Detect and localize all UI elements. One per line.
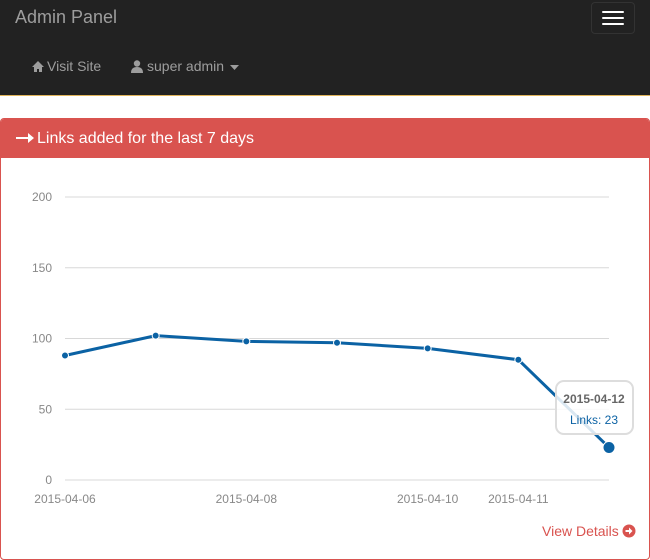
y-tick-label: 50 [39, 402, 53, 416]
home-icon [32, 61, 44, 72]
caret [230, 65, 239, 70]
y-tick-label: 200 [32, 190, 52, 204]
x-tick-label: 2015-04-11 [488, 492, 549, 506]
data-point [333, 338, 341, 347]
brand[interactable]: Admin Panel [15, 7, 118, 27]
circle-arrow-icon [622, 524, 636, 538]
y-tick-label: 100 [32, 332, 52, 346]
navbar: Admin Panel Visit Site super admin [0, 0, 650, 96]
x-tick-label: 2015-04-08 [216, 492, 278, 506]
data-point [242, 337, 251, 346]
panel-title: Links added for the last 7 days [37, 130, 255, 147]
tooltip-title: 2015-04-12 [563, 392, 625, 406]
y-tick-label: 150 [32, 261, 52, 275]
user-icon [131, 60, 143, 73]
tooltip-text: Links: 23 [570, 413, 618, 427]
series-line [64, 334, 611, 449]
x-tick-label: 2015-04-10 [397, 492, 459, 506]
data-point [514, 355, 523, 364]
data-point [423, 344, 432, 353]
menu-toggle[interactable] [591, 2, 635, 34]
data-point [151, 331, 160, 340]
panel-heading: Links added for the last 7 days [1, 119, 649, 158]
user-menu[interactable]: super admin [147, 58, 225, 74]
tooltip-box [555, 380, 634, 435]
tooltip: 2015-04-12 Links: 23 [555, 380, 634, 435]
y-tick-label: 0 [45, 473, 52, 487]
data-point [61, 351, 69, 360]
data-point [602, 440, 616, 454]
view-details-link[interactable]: View Details [542, 523, 619, 539]
arrow-icon [16, 133, 34, 143]
visit-site-link[interactable]: Visit Site [47, 58, 102, 74]
x-tick-label: 2015-04-06 [34, 492, 96, 506]
